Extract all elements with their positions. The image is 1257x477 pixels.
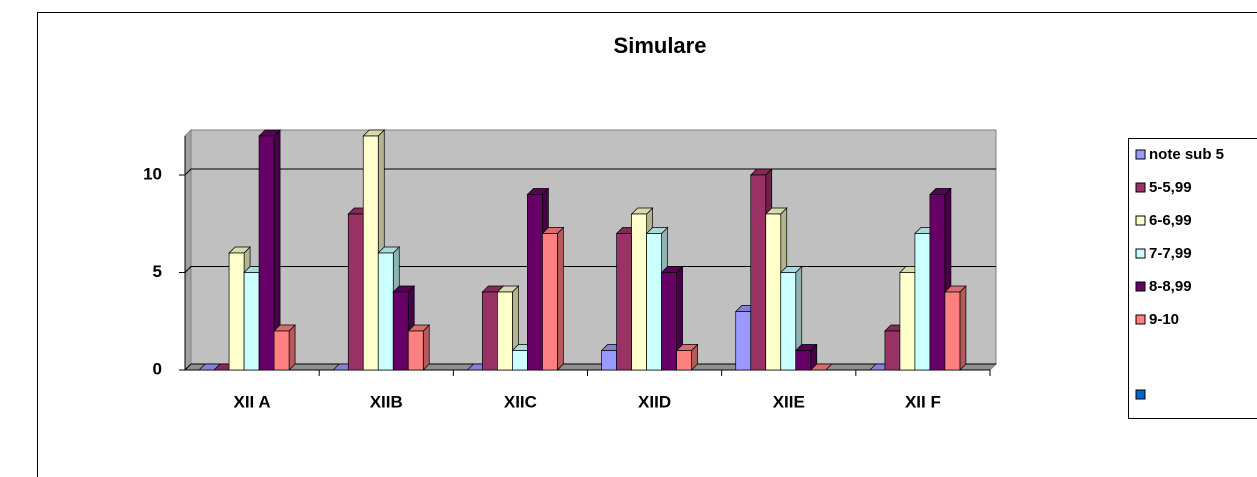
bar: [675, 343, 699, 371]
legend-marker: [1135, 215, 1146, 226]
bar: [779, 265, 803, 371]
bar: [809, 363, 833, 371]
bar: [660, 265, 684, 371]
bar-front: [497, 291, 513, 371]
bar: [496, 285, 520, 371]
bar-top: [809, 363, 833, 371]
legend-label: 9-10: [1149, 311, 1179, 328]
legend-marker: [1135, 281, 1146, 292]
bar-front: [512, 350, 528, 371]
bar-front: [258, 135, 275, 371]
bar-front: [780, 272, 797, 371]
bar-side: [959, 285, 967, 371]
legend-box: [1128, 138, 1257, 419]
bar-front: [527, 194, 543, 371]
bar-front: [616, 233, 632, 371]
bar-front: [542, 233, 558, 371]
bar-front: [377, 252, 394, 371]
bar-front: [914, 233, 931, 371]
bar: [794, 343, 818, 371]
legend-marker: [1135, 149, 1146, 160]
x-tick-label: XIIB: [370, 392, 403, 411]
grid-line: [184, 168, 996, 176]
bar-front: [228, 252, 245, 371]
legend: note sub 5 5-5,99 6-6,99 7-7,99 8-8,99 9-10: [1135, 146, 1224, 328]
bar-front: [646, 233, 662, 371]
back-wall: [190, 129, 997, 365]
y-tick-label: 0: [153, 359, 162, 378]
chart-title: Simulare: [614, 33, 707, 58]
bar-front: [482, 291, 498, 371]
bar-front: [407, 330, 424, 371]
bar-front: [347, 213, 364, 371]
bar-front: [765, 213, 782, 371]
legend-label: 5-5,99: [1149, 179, 1192, 196]
bar: [541, 226, 565, 371]
legend-label: 7-7,99: [1149, 245, 1192, 262]
bar-front: [362, 135, 379, 371]
y-tick-label: 10: [143, 164, 162, 183]
bar-front: [750, 174, 767, 371]
bar-front: [735, 311, 752, 371]
side-wall: [184, 128, 192, 372]
bar-front: [631, 213, 647, 371]
bar-side: [288, 324, 296, 371]
grid-line: [184, 363, 996, 371]
x-tick-label: XIIC: [504, 392, 537, 411]
bar-front: [676, 350, 692, 371]
bar-front: [661, 272, 677, 371]
legend-marker: [1135, 314, 1146, 325]
bar-front: [273, 330, 290, 371]
x-tick-label: XII A: [234, 392, 271, 411]
legend-label: 6-6,99: [1149, 212, 1192, 229]
plot-area: 0 5 10 XII A XIIB XIIC XIID XIIE XII F: [143, 128, 998, 411]
bar-front: [899, 272, 916, 371]
x-tick-label: XII F: [905, 392, 941, 411]
bar-side: [422, 324, 430, 371]
bar: [407, 324, 431, 371]
bar-side: [557, 226, 564, 371]
bar: [258, 129, 281, 371]
bar-front: [392, 291, 409, 371]
legend-label: note sub 5: [1149, 146, 1224, 163]
legend-marker: [1135, 248, 1146, 259]
bar-front: [884, 330, 901, 371]
bar-front: [944, 291, 961, 371]
bar-front: [929, 194, 946, 371]
bar-front: [601, 350, 617, 371]
bar: [944, 285, 967, 371]
x-tick-label: XIIE: [773, 392, 805, 411]
grid-line: [184, 266, 996, 273]
legend-label: 8-8,99: [1149, 278, 1192, 295]
bar-front: [795, 350, 812, 371]
bar: [273, 324, 296, 371]
legend-marker: [1135, 182, 1146, 193]
bar-front: [243, 272, 260, 371]
x-tick-label: XIID: [638, 392, 671, 411]
legend-marker: [1135, 389, 1146, 400]
y-tick-label: 5: [153, 262, 162, 281]
